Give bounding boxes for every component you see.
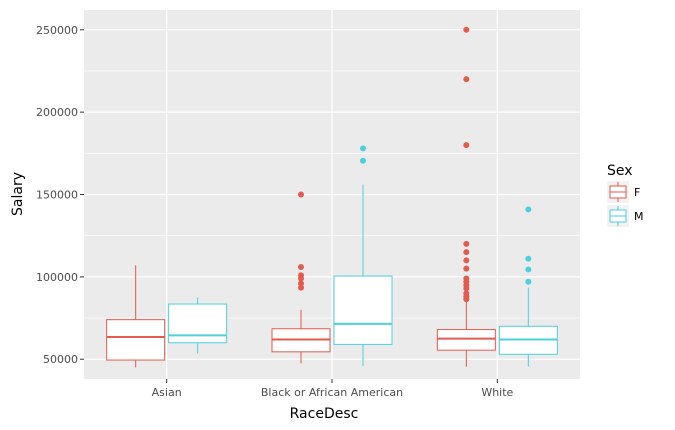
legend-title: Sex [607,163,633,179]
legend-label: M [634,210,644,223]
box-marks [106,26,558,368]
outlier-point [298,191,304,198]
x-tick-label: White [481,386,513,399]
x-tick-label: Asian [152,386,182,399]
outlier-point [463,142,470,149]
outlier-point [298,263,304,270]
outlier-point [463,290,470,297]
box-iqr [168,303,228,344]
outlier-point [298,280,304,287]
outlier-point [463,76,470,83]
major-gridlines [84,10,580,379]
outlier-point [360,145,366,152]
outlier-point [463,275,470,282]
outlier-point [463,265,470,272]
y-axis: 50000 100000 150000 200000 250000 [36,24,84,366]
y-tick-label: 250000 [36,24,78,37]
outlier-point [463,249,470,256]
outlier-point [298,284,304,291]
y-axis-title: Salary [10,172,26,216]
outlier-point [525,255,532,262]
y-tick-label: 200000 [36,106,78,119]
outlier-point [463,240,470,247]
y-tick-label: 100000 [36,271,78,284]
outlier-point [525,206,532,213]
box-iqr [436,329,496,351]
outlier-point [525,278,532,285]
outlier-point [360,157,366,164]
outlier-point [463,257,470,264]
outlier-point [525,266,532,273]
legend-label: F [634,186,640,199]
box-iqr [106,319,166,361]
outlier-point [463,26,470,33]
y-tick-label: 50000 [43,353,78,366]
legend: Sex FM [607,163,644,227]
box-iqr [333,275,393,345]
x-axis: Asian Black or African American White [152,379,514,399]
outlier-point [298,272,304,279]
x-axis-title: RaceDesc [290,406,359,422]
y-tick-label: 150000 [36,189,78,202]
x-tick-label: Black or African American [261,386,403,399]
